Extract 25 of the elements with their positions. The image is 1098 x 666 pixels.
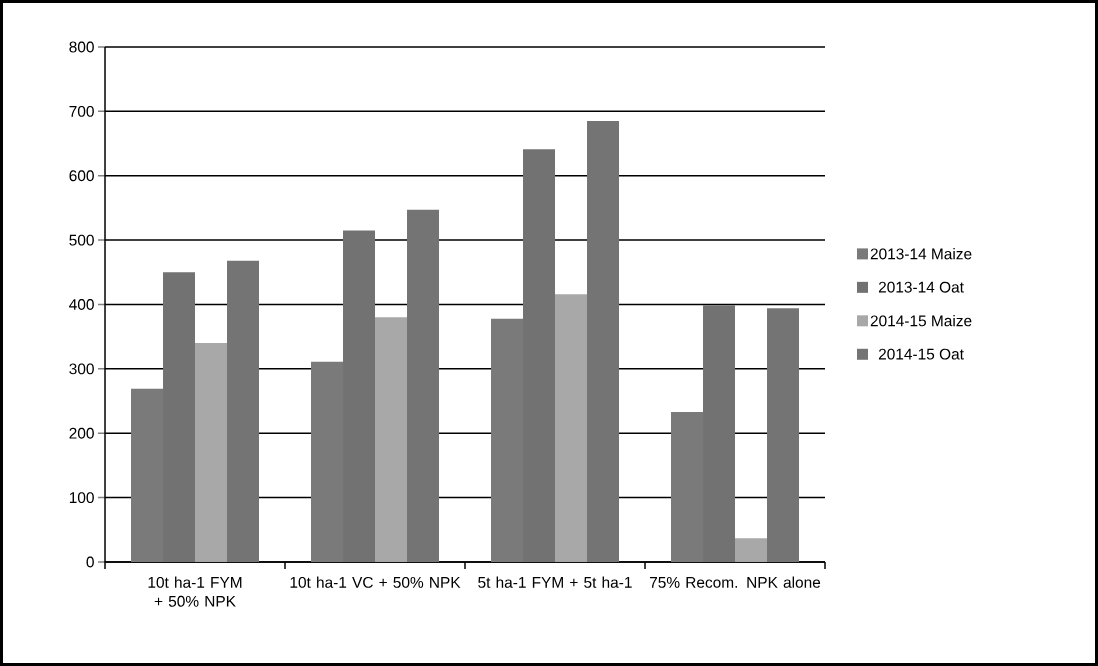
y-tick-label: 500 — [69, 234, 94, 246]
legend-label: 2014-15 Oat — [878, 348, 964, 360]
bar — [735, 538, 768, 562]
x-tick-label: 5t ha-1 FYM + 5t ha-1 — [478, 576, 632, 588]
y-tick-label: 700 — [69, 105, 94, 117]
y-tick-label: 0 — [86, 556, 94, 568]
bar — [587, 121, 620, 562]
y-tick-label: 400 — [69, 299, 94, 310]
bar — [555, 294, 588, 562]
bar — [227, 260, 260, 562]
y-tick-label: 600 — [69, 170, 94, 182]
x-tick-label: 75% Recom. NPK alone — [649, 576, 821, 588]
y-tick-label: 100 — [69, 492, 94, 504]
y-tick-label: 800 — [69, 41, 94, 53]
legend-label: 2013-14 Oat — [878, 281, 964, 293]
legend-label: 2013-14 Maize — [870, 248, 972, 260]
x-tick-label: 10t ha-1 VC + 50% NPK — [290, 576, 461, 588]
bar — [195, 343, 228, 562]
x-tick-label: 10t ha-1 FYM + 50% NPK — [148, 576, 242, 607]
legend-label: 2014-15 Maize — [870, 314, 972, 327]
y-tick-label: 200 — [69, 427, 94, 439]
bar — [407, 209, 440, 562]
bar — [375, 317, 408, 562]
y-tick-label: 300 — [69, 363, 94, 375]
bar — [767, 308, 800, 562]
